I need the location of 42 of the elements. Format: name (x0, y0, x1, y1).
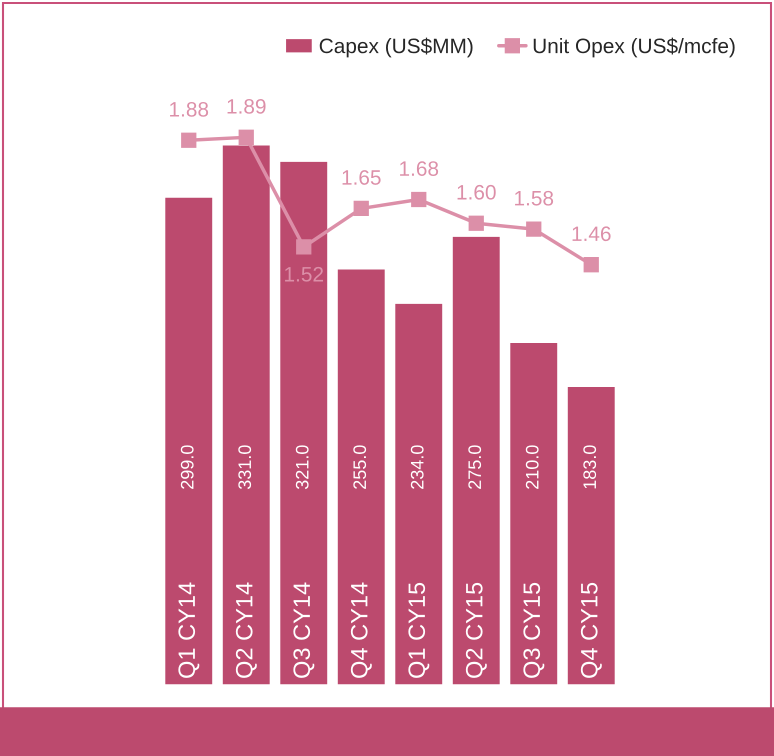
data-label: 255.0 (353, 445, 366, 489)
bar (278, 160, 329, 685)
bar (566, 386, 616, 685)
point (584, 257, 599, 272)
bar (508, 342, 559, 685)
point (238, 130, 254, 145)
data-label: 1.46 (572, 226, 611, 242)
legend-label: Capex (US$MM) (320, 38, 473, 58)
data-label: 299.0 (180, 445, 194, 489)
point (468, 216, 484, 231)
point (354, 200, 369, 216)
data-label: 1.88 (170, 102, 208, 117)
point (181, 132, 196, 148)
x-tick-label: Q4 CY14 (350, 582, 372, 678)
point (526, 222, 542, 237)
data-label: 275.0 (468, 445, 482, 489)
bar (336, 268, 386, 685)
data-label: 331.0 (238, 445, 252, 490)
data-label: 234.0 (410, 445, 424, 489)
bar (394, 302, 444, 685)
data-label: 1.89 (228, 99, 266, 114)
point (411, 192, 426, 208)
bar (451, 236, 502, 685)
bar (221, 144, 272, 685)
x-tick-label: Q3 CY15 (523, 582, 544, 678)
data-label: 210.0 (526, 445, 539, 489)
data-label: 1.52 (285, 266, 323, 282)
x-tick-label: Q2 CY14 (236, 582, 257, 678)
data-label: 321.0 (296, 445, 309, 490)
data-label: 1.58 (515, 190, 554, 206)
legend-label: Unit Opex (US$/mcfe) (534, 38, 735, 58)
x-tick-label: Q2 CY15 (466, 582, 487, 678)
data-label: 183.0 (583, 445, 596, 488)
point (296, 239, 312, 255)
bar (164, 196, 214, 685)
data-label: 1.65 (342, 170, 381, 185)
data-label: 1.60 (458, 184, 496, 200)
x-tick-label: Q4 CY15 (580, 582, 602, 678)
x-tick-label: Q1 CY15 (408, 582, 430, 678)
x-tick-label: Q3 CY14 (293, 582, 314, 678)
x-tick-label: Q1 CY14 (178, 582, 200, 678)
data-label: 1.68 (400, 161, 438, 176)
